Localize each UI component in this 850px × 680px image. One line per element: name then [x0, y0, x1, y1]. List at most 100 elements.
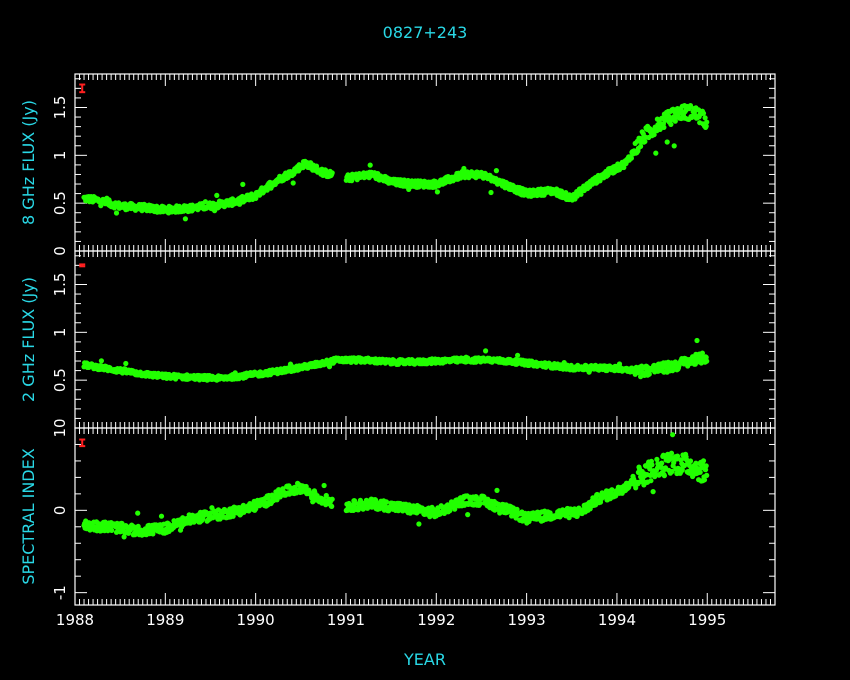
y-tick-label: 0	[51, 506, 69, 516]
y-tick-label: 0.5	[51, 191, 69, 215]
y-tick-label: 0	[51, 246, 69, 256]
data-point	[434, 189, 440, 195]
panel-frame	[74, 427, 776, 606]
data-point	[648, 478, 654, 484]
data-point	[493, 168, 499, 174]
data-point	[642, 138, 648, 145]
data-point	[574, 513, 580, 519]
y-tick-label: 10	[51, 418, 69, 437]
x-tick-label: 1989	[146, 611, 184, 629]
data-point	[661, 124, 667, 130]
data-point	[477, 501, 483, 507]
data-point	[687, 458, 694, 464]
data-point	[687, 103, 694, 109]
y-axis-label: 2 GHz FLUX (Jy)	[19, 277, 38, 402]
data-point	[383, 499, 389, 505]
data-point	[447, 508, 453, 514]
data-point	[214, 192, 220, 198]
data-point	[649, 462, 655, 468]
panel-frame	[74, 250, 776, 429]
data-point	[329, 503, 335, 509]
data-point	[702, 115, 708, 121]
data-point	[497, 510, 503, 516]
chart-title: 0827+243	[383, 23, 468, 42]
data-point	[135, 523, 141, 530]
data-point	[679, 467, 685, 473]
data-point	[113, 210, 120, 216]
data-point	[98, 358, 104, 364]
data-point	[323, 492, 329, 499]
data-point	[290, 180, 296, 186]
data-point	[669, 468, 675, 475]
data-point	[699, 350, 706, 356]
data-point	[121, 534, 127, 540]
x-tick-label: 1992	[417, 611, 455, 629]
panel-2: 0.5 1 1.5 2 GHz FLUX (Jy)	[19, 250, 776, 429]
data-point	[119, 520, 125, 527]
data-point	[461, 165, 467, 172]
data-point	[670, 432, 676, 438]
x-axis-label: YEAR	[403, 650, 446, 669]
data-point	[650, 489, 656, 495]
data-point	[494, 487, 500, 493]
data-point	[674, 453, 681, 459]
y-tick-label: 1	[51, 328, 69, 338]
data-point	[321, 482, 327, 489]
data-point	[671, 460, 677, 466]
data-point	[465, 511, 471, 518]
data-point	[488, 189, 494, 196]
y-tick-label: 1	[51, 151, 69, 161]
data-point	[628, 155, 635, 161]
x-tick-label: 1995	[688, 611, 726, 629]
data-point	[352, 501, 358, 507]
y-tick-label: -1	[51, 585, 69, 600]
data-point	[704, 472, 710, 478]
y-axis-label: 8 GHz FLUX (Jy)	[19, 100, 38, 225]
data-point	[703, 467, 709, 473]
data-point	[646, 371, 652, 377]
data-point	[578, 191, 584, 197]
x-tick-label: 1990	[237, 611, 275, 629]
y-tick-label: 0.5	[51, 368, 69, 392]
data-point	[329, 496, 335, 502]
data-point	[240, 181, 246, 187]
data-point	[123, 360, 129, 367]
x-tick-label: 1991	[327, 611, 365, 629]
data-point	[452, 506, 458, 512]
panel-1: 0 0.5 1 1.5 8 GHz FLUX (Jy)	[19, 73, 776, 256]
y-tick-label: 1.5	[51, 96, 69, 120]
data-point	[694, 337, 700, 344]
data-point	[633, 485, 639, 491]
x-tick-label: 1993	[508, 611, 546, 629]
data-point	[664, 139, 670, 145]
data-point	[704, 119, 710, 125]
y-tick-label: 1.5	[51, 273, 69, 297]
data-point	[109, 527, 115, 534]
data-point	[697, 469, 703, 475]
data-point	[659, 460, 665, 466]
data-point	[530, 510, 536, 516]
x-tick-label: 1994	[598, 611, 636, 629]
data-point	[672, 118, 678, 124]
data-point	[671, 143, 677, 149]
data-point	[638, 143, 644, 149]
data-point	[693, 460, 699, 466]
data-point	[703, 123, 709, 129]
data-point	[483, 348, 489, 354]
data-point	[653, 150, 659, 156]
data-point	[135, 510, 141, 516]
data-point	[668, 450, 675, 456]
data-point	[701, 477, 708, 483]
data-point	[202, 199, 208, 205]
data-point	[246, 508, 252, 514]
data-point	[700, 458, 707, 464]
data-point	[367, 162, 373, 168]
data-point	[182, 216, 188, 222]
x-tick-label: 1988	[56, 611, 94, 629]
data-point	[661, 473, 668, 479]
data-point	[654, 456, 660, 462]
data-point	[515, 352, 521, 358]
data-point	[329, 170, 335, 176]
data-point	[700, 110, 707, 116]
data-point	[668, 121, 674, 127]
